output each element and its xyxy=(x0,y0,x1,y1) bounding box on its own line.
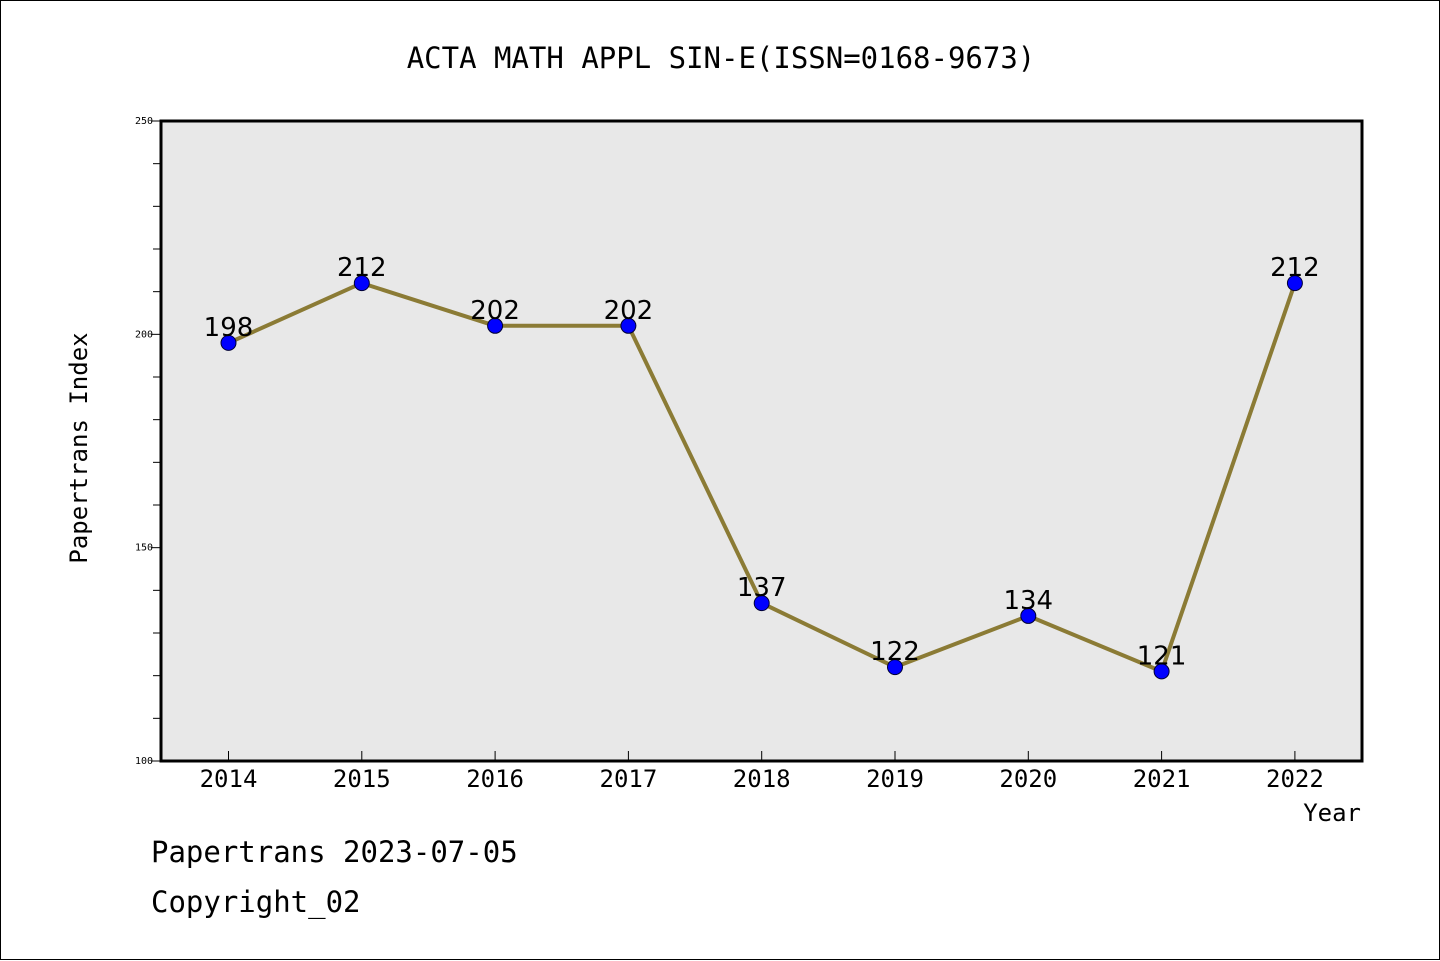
data-label: 137 xyxy=(737,573,787,603)
x-tick-label: 2020 xyxy=(999,765,1057,793)
x-axis-ticks: 2014 2015 2016 2017 2018 2019 2020 2021 2022 xyxy=(200,751,1324,793)
y-tick-label: 150 xyxy=(135,543,153,554)
x-tick-label: 2022 xyxy=(1266,765,1324,793)
data-label: 198 xyxy=(204,313,254,343)
x-tick-label: 2018 xyxy=(733,765,791,793)
x-tick-label: 2017 xyxy=(600,765,658,793)
footer-copyright: Copyright_02 xyxy=(151,885,361,919)
data-label: 122 xyxy=(870,637,920,667)
data-point xyxy=(887,659,903,676)
data-label: 212 xyxy=(337,253,387,283)
data-point xyxy=(753,595,770,612)
data-point xyxy=(620,317,637,334)
x-tick-label: 2015 xyxy=(333,765,391,793)
y-tick-label: 200 xyxy=(135,329,153,340)
footer-date: Papertrans 2023-07-05 xyxy=(151,835,518,869)
data-label: 202 xyxy=(604,296,654,326)
x-axis-label: Year xyxy=(1303,799,1361,827)
data-label: 134 xyxy=(1003,586,1053,616)
x-tick-label: 2014 xyxy=(200,765,258,793)
data-point xyxy=(487,317,504,334)
y-tick-label: 250 xyxy=(135,116,153,127)
data-label: 121 xyxy=(1137,641,1187,671)
y-axis-label: Papertrans Index xyxy=(65,332,93,563)
data-point xyxy=(1286,275,1303,292)
series-group: 198 212 202 202 137 122 134 121 212 xyxy=(204,253,1320,680)
data-label: 202 xyxy=(470,296,520,326)
data-point xyxy=(353,275,370,292)
chart-title: ACTA MATH APPL SIN-E(ISSN=0168-9673) xyxy=(407,41,1036,75)
x-tick-label: 2021 xyxy=(1133,765,1191,793)
data-point xyxy=(220,334,237,351)
y-axis-ticks: 100 150 200 250 xyxy=(135,116,161,767)
data-label: 212 xyxy=(1270,253,1320,283)
data-point xyxy=(1020,607,1037,624)
x-tick-label: 2016 xyxy=(466,765,524,793)
x-tick-label: 2019 xyxy=(866,765,924,793)
data-point xyxy=(1153,663,1170,680)
plot-area xyxy=(159,119,1364,763)
y-tick-label: 100 xyxy=(135,756,153,767)
